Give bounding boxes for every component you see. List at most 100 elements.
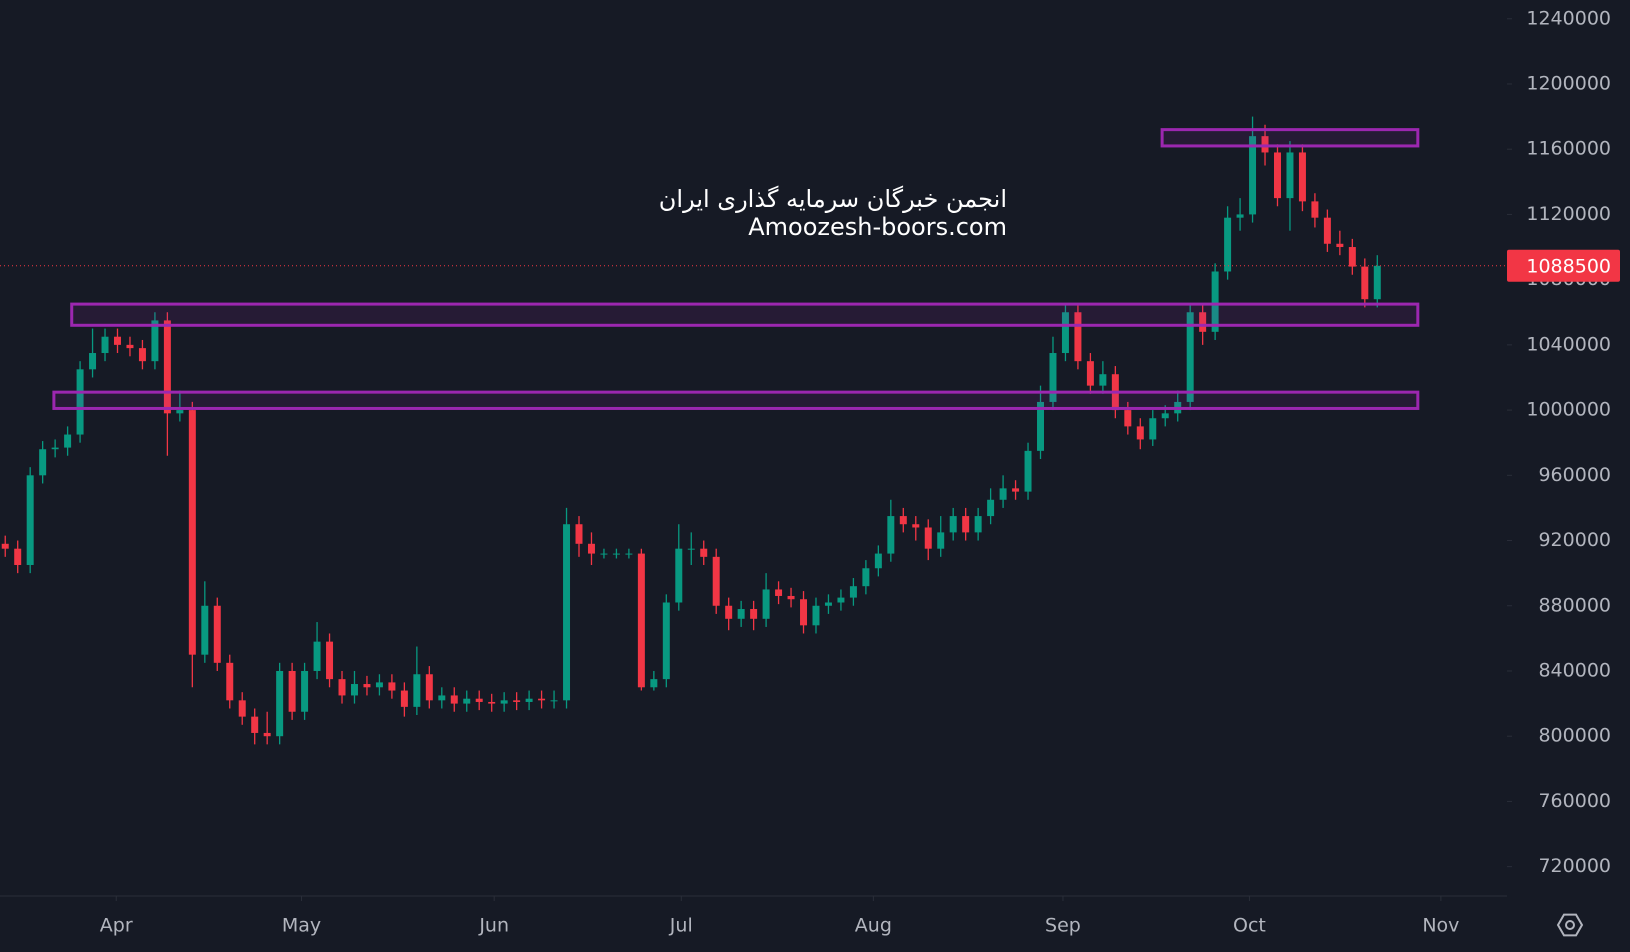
candle-body bbox=[350, 684, 358, 696]
candle-body bbox=[812, 605, 820, 626]
y-tick-label: 1040000 bbox=[1526, 333, 1611, 355]
candle-body bbox=[301, 670, 309, 712]
candle-body bbox=[163, 320, 171, 414]
candle-body bbox=[849, 586, 857, 598]
candle-body bbox=[1373, 265, 1381, 300]
candle-body bbox=[1149, 418, 1157, 440]
candle-body bbox=[475, 698, 483, 702]
watermark-line: انجمن خبرگان سرمایه گذاری ایران bbox=[659, 185, 1007, 213]
candle-body bbox=[126, 344, 134, 349]
last-price-box bbox=[1507, 249, 1620, 282]
candle-body bbox=[837, 597, 845, 603]
candle-body bbox=[1136, 426, 1144, 440]
candle-body bbox=[1099, 374, 1107, 386]
candle-body bbox=[326, 641, 334, 680]
candle-body bbox=[575, 524, 583, 544]
candle-body bbox=[1186, 312, 1194, 402]
candle-body bbox=[438, 695, 446, 701]
candle-body bbox=[238, 700, 246, 717]
candle-body bbox=[1012, 488, 1020, 492]
candle-body bbox=[874, 553, 882, 569]
candle-body bbox=[1323, 217, 1331, 244]
candle-body bbox=[687, 548, 695, 550]
candle-body bbox=[1311, 201, 1319, 218]
zone bbox=[52, 390, 1420, 410]
candle-body bbox=[375, 682, 383, 688]
candle-body bbox=[1261, 136, 1269, 153]
candle-body bbox=[937, 532, 945, 549]
x-tick-label: Jul bbox=[669, 915, 693, 937]
candle-body bbox=[737, 609, 745, 619]
candle-body bbox=[463, 698, 471, 704]
y-tick-label: 760000 bbox=[1538, 790, 1611, 812]
settings-icon-hex[interactable] bbox=[1556, 913, 1584, 937]
candle-body bbox=[912, 524, 920, 528]
candle-body bbox=[450, 695, 458, 704]
candle-body bbox=[413, 674, 421, 707]
candle-body bbox=[288, 670, 296, 712]
candle-body bbox=[538, 698, 546, 701]
candle-body bbox=[987, 499, 995, 517]
candle-body bbox=[725, 605, 733, 619]
candle-body bbox=[276, 670, 284, 737]
candle-body bbox=[1336, 243, 1344, 248]
settings-icon-dot[interactable] bbox=[1565, 920, 1575, 930]
candle-body bbox=[1074, 312, 1082, 362]
candle-body bbox=[662, 602, 670, 680]
zone bbox=[70, 302, 1420, 327]
candle-body bbox=[1348, 247, 1356, 267]
candle-body bbox=[213, 605, 221, 663]
candle-body bbox=[263, 732, 271, 737]
candle-body bbox=[1024, 450, 1032, 492]
y-tick-label: 1120000 bbox=[1526, 203, 1611, 225]
candle-body bbox=[800, 599, 808, 626]
candle-body bbox=[1161, 413, 1169, 419]
candle-body bbox=[1224, 217, 1232, 272]
candle-body bbox=[338, 679, 346, 696]
candle-body bbox=[1236, 214, 1244, 218]
candle-body bbox=[625, 553, 633, 555]
candle-body bbox=[862, 568, 870, 587]
candle-body bbox=[251, 716, 259, 733]
candle-body bbox=[363, 684, 371, 688]
candle-body bbox=[525, 698, 533, 702]
zone bbox=[1160, 128, 1420, 148]
candle-body bbox=[587, 543, 595, 554]
candle-body bbox=[101, 336, 109, 354]
candle-body bbox=[226, 662, 234, 701]
candle-body bbox=[1249, 136, 1257, 215]
candle-body bbox=[1199, 312, 1207, 332]
candle-body bbox=[612, 553, 620, 555]
candle-body bbox=[650, 679, 658, 688]
candle-body bbox=[188, 410, 196, 655]
candle-body bbox=[824, 602, 832, 606]
candle-body bbox=[675, 548, 683, 603]
candle-body bbox=[1124, 410, 1132, 427]
candle-body bbox=[488, 701, 496, 704]
candle-body bbox=[39, 449, 47, 476]
candle-body bbox=[750, 609, 758, 619]
candle-body bbox=[1037, 401, 1044, 451]
y-tick-label: 800000 bbox=[1538, 725, 1611, 747]
candle-body bbox=[151, 320, 159, 362]
candle-body bbox=[76, 369, 84, 435]
candle-body bbox=[1298, 152, 1306, 202]
candle-body bbox=[637, 553, 645, 688]
candle-body bbox=[513, 700, 521, 702]
x-tick-label: May bbox=[282, 915, 321, 937]
candle-body bbox=[51, 447, 59, 450]
x-tick-label: Sep bbox=[1045, 915, 1081, 937]
x-tick-label: Jun bbox=[478, 915, 509, 937]
candle-body bbox=[1, 543, 9, 549]
candle-body bbox=[762, 589, 770, 619]
candle-body bbox=[949, 516, 957, 533]
y-tick-label: 1160000 bbox=[1526, 138, 1611, 160]
settings-icon[interactable] bbox=[1556, 913, 1584, 937]
candle-body bbox=[712, 556, 720, 606]
candle-body bbox=[1274, 152, 1281, 199]
candle-body bbox=[400, 690, 408, 707]
watermark-line: Amoozesh-boors.com bbox=[748, 213, 1007, 241]
